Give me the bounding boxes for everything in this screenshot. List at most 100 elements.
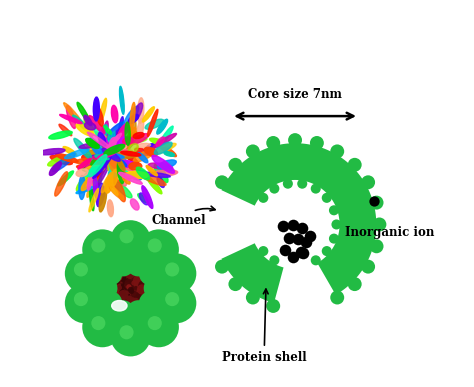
- Circle shape: [140, 276, 149, 285]
- Ellipse shape: [125, 122, 130, 146]
- Circle shape: [258, 193, 268, 203]
- Polygon shape: [221, 143, 376, 295]
- Point: [294, 236, 302, 242]
- Circle shape: [120, 286, 128, 295]
- Circle shape: [118, 290, 128, 300]
- Circle shape: [143, 257, 150, 265]
- Circle shape: [131, 286, 141, 297]
- Circle shape: [361, 260, 375, 274]
- Ellipse shape: [139, 193, 148, 205]
- Ellipse shape: [87, 173, 92, 190]
- Ellipse shape: [99, 188, 107, 212]
- Circle shape: [132, 264, 144, 276]
- Ellipse shape: [100, 125, 108, 140]
- Circle shape: [158, 273, 167, 282]
- Point: [289, 222, 297, 228]
- Ellipse shape: [101, 172, 113, 193]
- Ellipse shape: [53, 153, 75, 172]
- Circle shape: [310, 136, 324, 150]
- Ellipse shape: [76, 175, 89, 191]
- Ellipse shape: [97, 150, 118, 159]
- Ellipse shape: [105, 122, 125, 140]
- Point: [297, 248, 305, 255]
- Ellipse shape: [111, 152, 139, 159]
- Ellipse shape: [89, 155, 106, 161]
- Circle shape: [146, 268, 152, 274]
- Circle shape: [329, 205, 339, 215]
- Circle shape: [122, 265, 132, 274]
- Circle shape: [93, 276, 118, 300]
- Ellipse shape: [118, 171, 131, 179]
- Ellipse shape: [103, 126, 112, 135]
- Ellipse shape: [121, 165, 133, 170]
- Circle shape: [128, 273, 138, 284]
- Circle shape: [109, 289, 117, 298]
- Circle shape: [361, 175, 375, 189]
- Circle shape: [125, 255, 136, 265]
- Ellipse shape: [122, 175, 130, 184]
- Circle shape: [139, 257, 147, 265]
- Circle shape: [126, 274, 132, 280]
- Ellipse shape: [118, 155, 130, 170]
- Ellipse shape: [109, 185, 118, 195]
- Circle shape: [258, 246, 268, 256]
- Ellipse shape: [85, 129, 106, 137]
- Ellipse shape: [108, 137, 127, 156]
- Circle shape: [121, 253, 131, 263]
- Circle shape: [117, 271, 127, 281]
- Circle shape: [166, 289, 174, 297]
- Ellipse shape: [121, 151, 141, 156]
- Ellipse shape: [100, 138, 113, 162]
- Ellipse shape: [133, 132, 144, 139]
- Ellipse shape: [128, 119, 136, 137]
- Circle shape: [112, 272, 117, 277]
- Circle shape: [119, 325, 134, 339]
- Text: Protein shell: Protein shell: [222, 289, 306, 364]
- Circle shape: [133, 274, 138, 279]
- Ellipse shape: [153, 134, 176, 148]
- Circle shape: [147, 286, 154, 292]
- Circle shape: [118, 269, 124, 275]
- Circle shape: [130, 288, 139, 297]
- Ellipse shape: [88, 155, 107, 177]
- Circle shape: [160, 289, 168, 296]
- Circle shape: [129, 288, 134, 294]
- Circle shape: [148, 266, 155, 272]
- Circle shape: [109, 288, 119, 298]
- Circle shape: [137, 319, 148, 330]
- Circle shape: [133, 310, 140, 317]
- Circle shape: [118, 292, 128, 302]
- Circle shape: [116, 282, 121, 288]
- Ellipse shape: [110, 169, 118, 187]
- Circle shape: [132, 300, 142, 309]
- Ellipse shape: [109, 156, 119, 169]
- Ellipse shape: [137, 98, 144, 123]
- Point: [371, 198, 378, 204]
- Circle shape: [148, 238, 162, 252]
- Ellipse shape: [85, 165, 104, 172]
- Circle shape: [136, 288, 147, 299]
- Circle shape: [128, 272, 136, 279]
- Ellipse shape: [114, 178, 125, 202]
- Circle shape: [91, 238, 105, 252]
- Ellipse shape: [107, 173, 117, 185]
- Circle shape: [266, 136, 280, 150]
- Ellipse shape: [102, 148, 120, 161]
- Ellipse shape: [109, 186, 124, 199]
- Circle shape: [136, 283, 146, 293]
- Ellipse shape: [55, 154, 78, 163]
- Ellipse shape: [154, 164, 168, 183]
- Ellipse shape: [156, 137, 164, 146]
- Circle shape: [145, 297, 156, 308]
- Ellipse shape: [150, 143, 176, 155]
- Circle shape: [139, 297, 146, 303]
- Circle shape: [246, 291, 260, 305]
- Ellipse shape: [93, 157, 111, 178]
- Circle shape: [95, 281, 103, 289]
- Ellipse shape: [128, 173, 141, 180]
- Ellipse shape: [60, 115, 82, 124]
- Circle shape: [162, 280, 170, 289]
- Circle shape: [124, 307, 128, 312]
- Circle shape: [118, 312, 127, 322]
- Circle shape: [125, 283, 136, 293]
